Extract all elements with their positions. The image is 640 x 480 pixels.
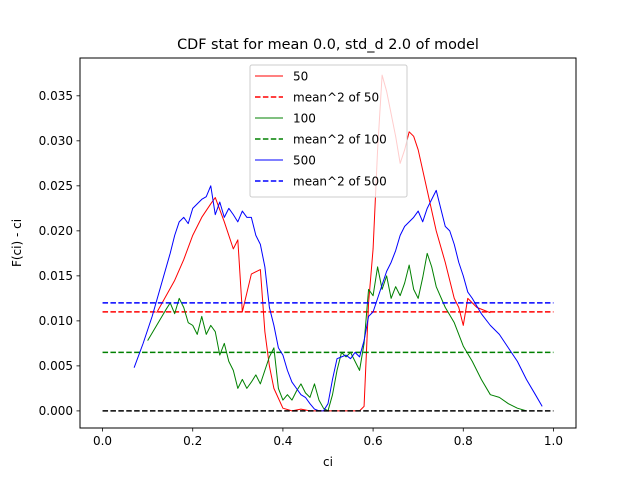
legend: 50 mean^2 of 50 100 mean^2 of 100 500 mean^2 …	[249, 64, 408, 198]
x-axis-ticks: 0.0 0.2 0.4 0.6 0.8 1.0	[93, 428, 563, 448]
chart-title: CDF stat for mean 0.0, std_d 2.0 of mode…	[177, 37, 479, 53]
x-tick-label: 1.0	[544, 434, 563, 448]
legend-label-mean-sq2-of-50: mean^2 of 50	[293, 91, 379, 105]
y-tick-label: 0.005	[39, 359, 73, 373]
legend-box	[249, 64, 408, 198]
y-tick-label: 0.030	[39, 134, 73, 148]
axes-frame	[79, 57, 577, 429]
y-tick-label: 0.015	[39, 269, 73, 283]
y-axis-label: F(ci) - ci	[10, 219, 24, 267]
y-tick-label: 0.010	[39, 314, 73, 328]
y-tick-label: 0.025	[39, 179, 73, 193]
x-tick-label: 0.2	[183, 434, 202, 448]
legend-label-mean-sq2-of-500: mean^2 of 500	[293, 175, 387, 189]
x-axis-label: ci	[323, 455, 333, 469]
legend-label-mean-sq2-of-100: mean^2 of 100	[293, 133, 387, 147]
y-tick-label: 0.020	[39, 224, 73, 238]
x-tick-label: 0.8	[454, 434, 473, 448]
legend-label-50: 50	[293, 70, 308, 84]
y-tick-label: 0.035	[39, 89, 73, 103]
x-tick-label: 0.6	[364, 434, 383, 448]
y-axis-ticks: 0.000 0.005 0.010 0.015 0.020 0.025 0.030 0.035	[39, 89, 80, 418]
plot-series	[102, 74, 554, 412]
legend-label-500: 500	[293, 154, 316, 168]
x-tick-label: 0.4	[273, 434, 292, 448]
series-line-100	[147, 252, 527, 412]
y-tick-label: 0.000	[39, 404, 73, 418]
legend-label-100: 100	[293, 112, 316, 126]
x-tick-label: 0.0	[93, 434, 112, 448]
series-line-500	[133, 185, 543, 412]
